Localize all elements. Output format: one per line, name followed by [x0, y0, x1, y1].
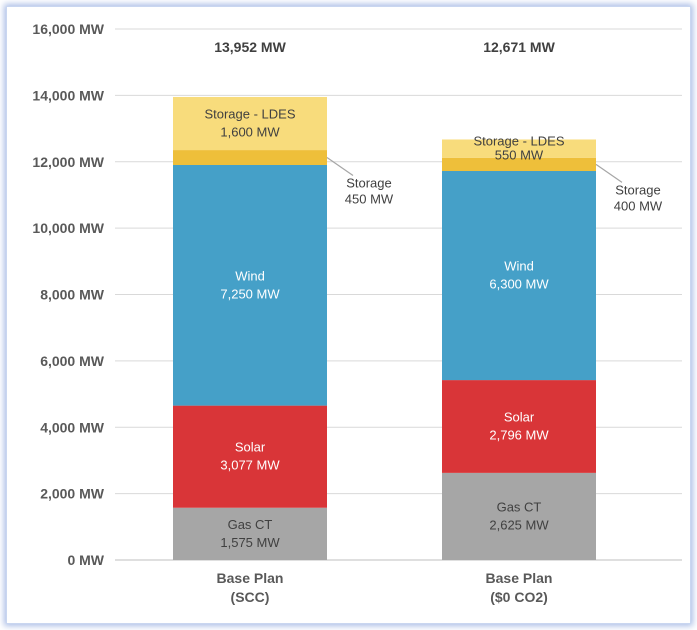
segment-data-label: 1,575 MW	[220, 535, 280, 550]
bar-segment-storage-ldes	[442, 139, 596, 158]
bar-total-label: 12,671 MW	[483, 39, 555, 55]
bar-segment-solar	[442, 380, 596, 473]
x-category-sublabel: (SCC)	[231, 589, 270, 605]
stacked-bar-chart: 0 MW 2,000 MW 4,000 MW 6,000 MW 8,000 MW 10,0…	[32, 21, 682, 605]
callout-data-label: 400 MW	[614, 198, 663, 213]
bar-segment-storage	[173, 150, 327, 166]
segment-series-label: Wind	[235, 268, 265, 283]
segment-data-label: 2,796 MW	[489, 427, 549, 442]
y-tick-label: 16,000 MW	[32, 21, 104, 37]
callout-series-label: Storage	[615, 182, 661, 197]
bar-segment-storage-ldes	[173, 96, 327, 151]
callout-leader	[326, 157, 354, 177]
y-tick-label: 10,000 MW	[32, 220, 104, 236]
y-tick-label: 0 MW	[67, 552, 104, 568]
bar-segment-solar	[173, 405, 327, 508]
x-category-label: Base Plan	[217, 570, 284, 586]
y-tick-label: 2,000 MW	[40, 486, 105, 502]
segment-data-label: 6,300 MW	[489, 277, 549, 292]
segment-series-label: Storage - LDES	[204, 107, 295, 122]
y-tick-label: 12,000 MW	[32, 154, 104, 170]
segment-series-label: Solar	[504, 409, 535, 424]
y-tick-label: 8,000 MW	[40, 287, 105, 303]
y-tick-label: 4,000 MW	[40, 419, 105, 435]
segment-series-label: Solar	[235, 440, 266, 455]
y-tick-label: 6,000 MW	[40, 353, 105, 369]
chart-frame: 0 MW 2,000 MW 4,000 MW 6,000 MW 8,000 MW 10,0…	[6, 6, 691, 624]
segment-series-label: Gas CT	[228, 517, 273, 532]
y-tick-label: 14,000 MW	[32, 87, 104, 103]
segment-series-label: Gas CT	[497, 499, 542, 514]
segment-data-label: 1,600 MW	[220, 125, 280, 140]
segment-data-label: 550 MW	[495, 148, 544, 163]
bar-segment-wind	[442, 171, 596, 381]
segment-series-label: Storage - LDES	[473, 134, 564, 149]
segment-data-label: 7,250 MW	[220, 286, 280, 301]
bar-total-label: 13,952 MW	[214, 39, 286, 55]
bar-segment-gas-ct	[442, 472, 596, 560]
callout-leader	[595, 163, 623, 183]
bar-segment-wind	[173, 165, 327, 406]
callout-series-label: Storage	[346, 176, 392, 191]
bar-segment-storage	[442, 157, 596, 172]
x-category-sublabel: ($0 CO2)	[490, 589, 548, 605]
bar-segment-gas-ct	[173, 507, 327, 560]
segment-data-label: 3,077 MW	[220, 458, 280, 473]
segment-data-label: 2,625 MW	[489, 517, 549, 532]
callout-data-label: 450 MW	[345, 192, 394, 207]
segment-series-label: Wind	[504, 259, 534, 274]
x-category-label: Base Plan	[486, 570, 553, 586]
